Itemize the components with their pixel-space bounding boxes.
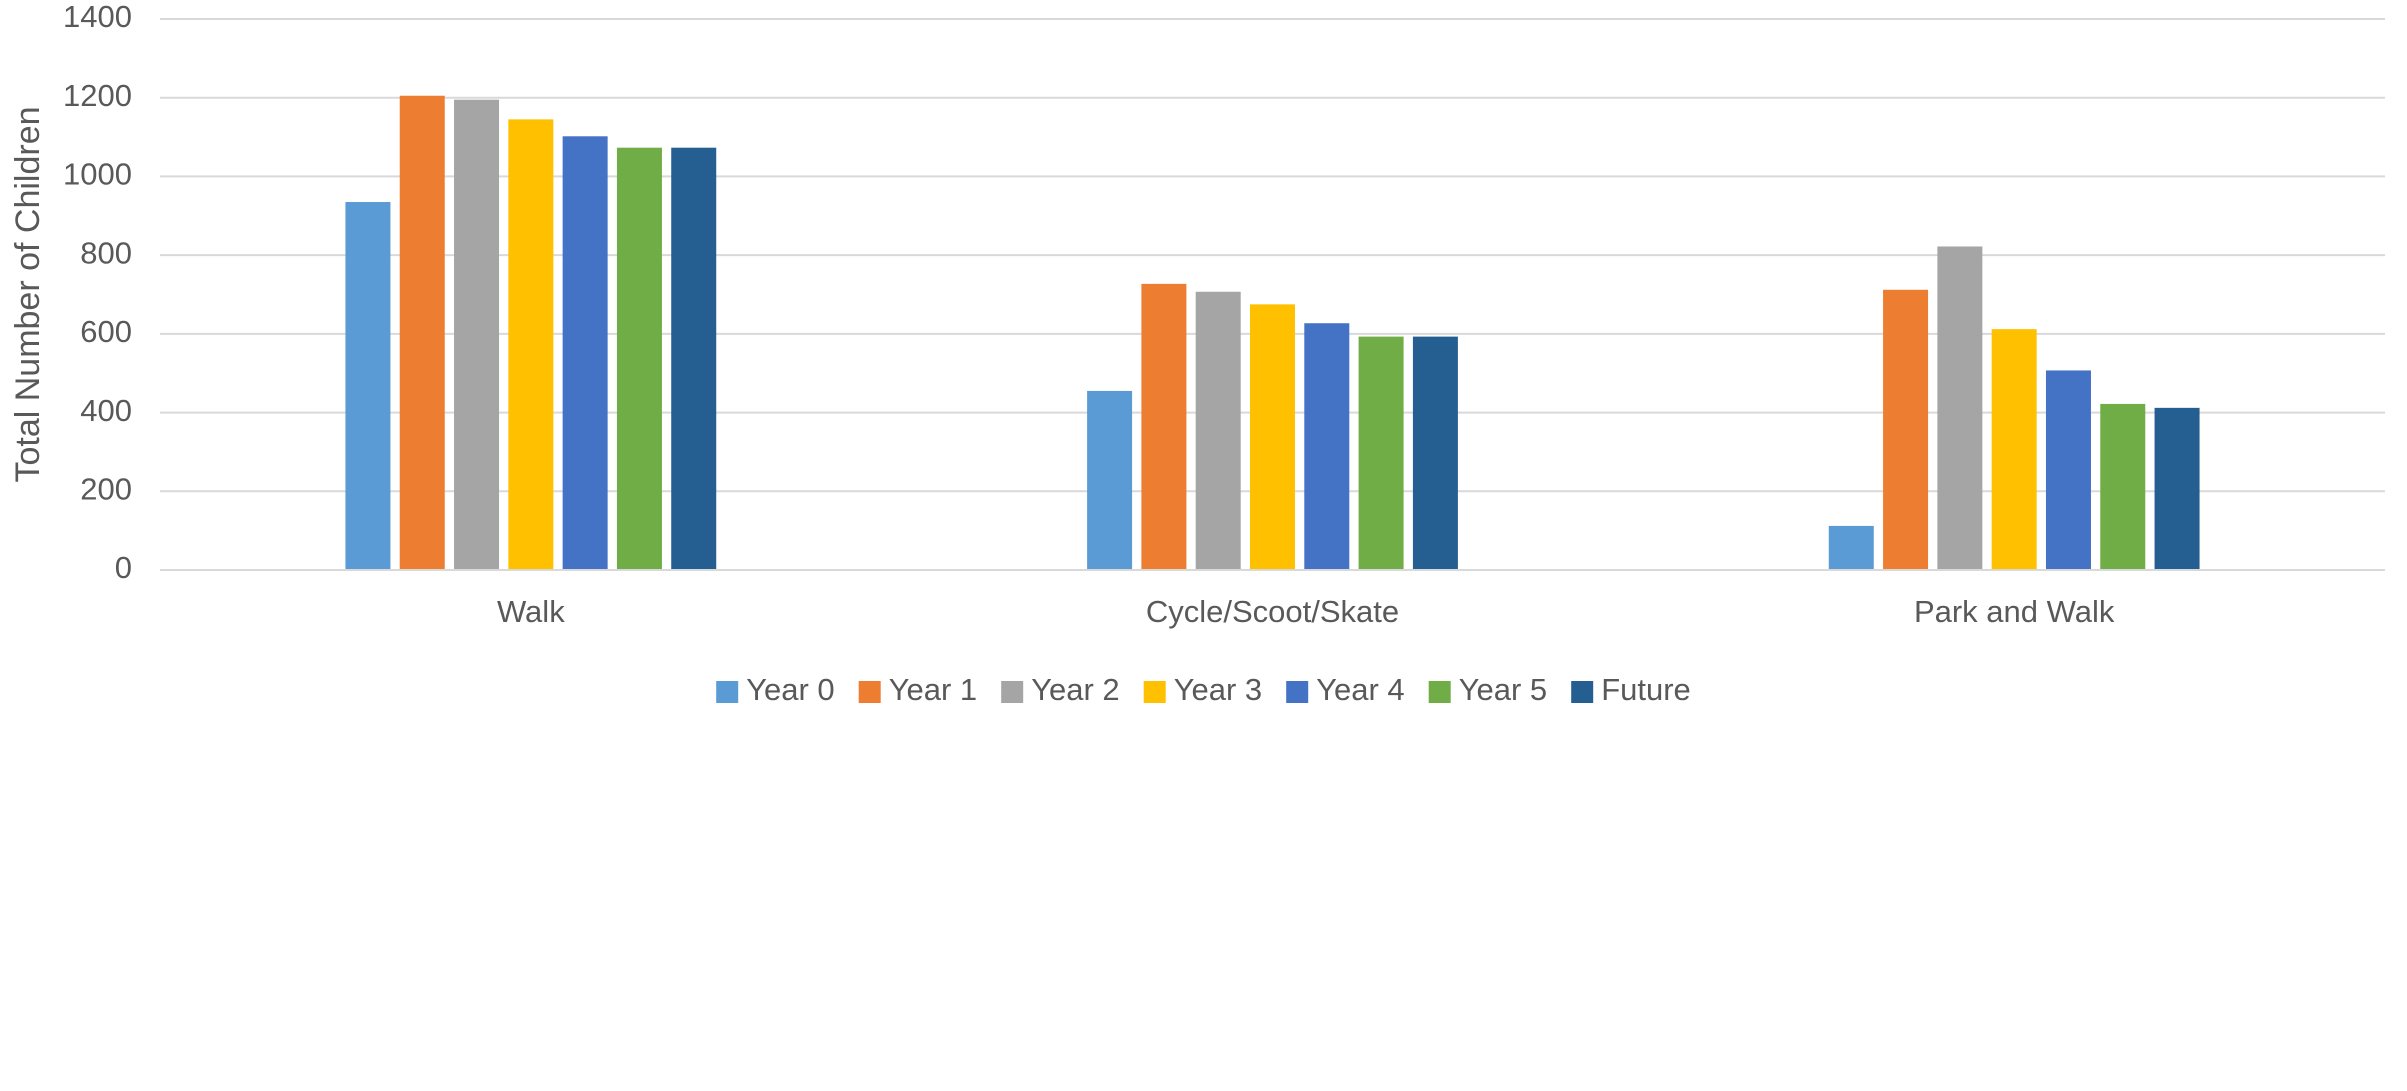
y-tick-label: 1000 [63,157,132,192]
y-tick-label: 200 [80,471,132,506]
x-category-label: Park and Walk [1914,594,2115,629]
bar-year-3-walk [508,119,554,570]
legend-label: Year 3 [1174,672,1263,707]
bar-year-5-park-and-walk [2100,403,2146,570]
legend-swatch [1286,681,1309,703]
legend-label: Year 0 [746,672,835,707]
bar-year-1-walk [399,95,445,570]
bar-future-walk [671,147,717,570]
legend-swatch [1143,681,1166,703]
bar-year-0-park-and-walk [1828,525,1874,570]
bar-year-1-park-and-walk [1883,289,1929,570]
bar-year-3-cycle-scoot-skate [1250,304,1295,570]
bar-future-park-and-walk [2154,407,2200,570]
bar-year-5-walk [616,147,662,570]
legend-label: Future [1601,672,1691,707]
y-tick-label: 800 [80,235,132,270]
bar-year-4-park-and-walk [2045,370,2091,570]
bar-year-4-cycle-scoot-skate [1304,323,1350,570]
y-axis-ticks: 0 200 400 600 800 1000 1200 1400 [63,0,132,585]
bar-year-1-cycle-scoot-skate [1141,283,1187,570]
y-tick-label: 400 [80,393,132,428]
y-tick-label: 0 [115,550,132,585]
legend-label: Year 4 [1316,672,1405,707]
legend-swatch [858,681,881,703]
y-tick-label: 1200 [63,78,132,113]
legend-swatch [1428,681,1451,703]
legend-label: Year 2 [1031,672,1120,707]
bar-year-5-cycle-scoot-skate [1358,336,1404,570]
bar-year-2-walk [454,99,500,571]
bar-year-4-walk [562,136,608,570]
x-category-label: Cycle/Scoot/Skate [1146,594,1399,629]
x-category-label: Walk [497,594,565,629]
bar-year-3-park-and-walk [1991,329,2037,570]
x-axis-ticks: Walk Cycle/Scoot/Skate Park and Walk [497,594,2115,629]
legend-label: Year 1 [889,672,978,707]
bar-year-2-park-and-walk [1937,246,1983,570]
bar-year-2-cycle-scoot-skate [1195,291,1241,570]
legend-swatch [1571,681,1594,703]
legend: Year 0 Year 1 Year 2 Year 3 Year 4 Year 5 Futu… [716,672,1691,707]
bars [345,95,2200,571]
legend-swatch [1001,681,1024,703]
bar-year-0-walk [345,202,391,570]
y-axis-title: Total Number of Children [9,106,47,482]
legend-label: Year 5 [1459,672,1548,707]
legend-swatch [716,681,739,703]
bar-future-cycle-scoot-skate [1412,336,1458,570]
y-tick-label: 1400 [63,0,132,34]
y-tick-label: 600 [80,314,132,349]
bar-year-0-cycle-scoot-skate [1087,390,1133,570]
